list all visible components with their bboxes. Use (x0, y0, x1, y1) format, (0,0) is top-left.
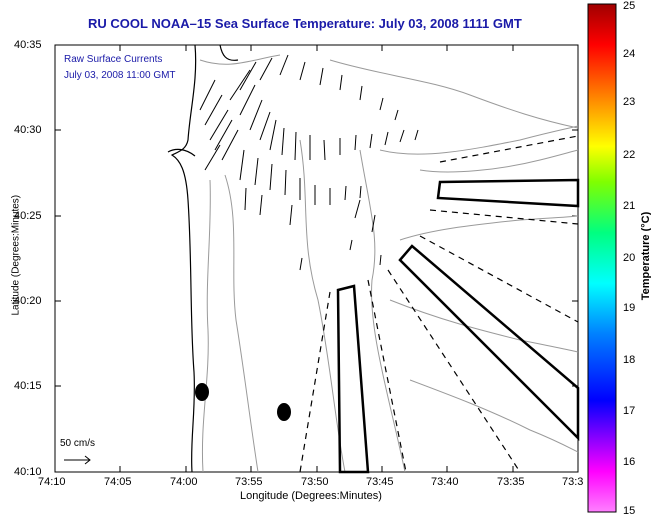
x-tick-label: 73:35 (497, 476, 525, 488)
colorbar-tick: 17 (623, 405, 636, 417)
scale-label: 50 cm/s (60, 438, 96, 449)
coastline (167, 44, 239, 473)
colorbar-tick: 20 (623, 252, 636, 264)
x-tick-label: 73:45 (366, 476, 394, 488)
colorbar-tick: 19 (623, 302, 636, 314)
survey-lines (336, 178, 580, 474)
colorbar-tick: 24 (623, 48, 636, 60)
colorbar-tick: 22 (623, 149, 636, 161)
y-tick-label: 40:35 (14, 39, 42, 51)
x-tick-label: 73:40 (431, 476, 459, 488)
colorbar-tick: 16 (623, 456, 636, 468)
colorbar-title: Temperature (°C) (640, 211, 651, 301)
mooring-marker (195, 383, 209, 401)
x-tick-label: 73:55 (235, 476, 263, 488)
colorbar-tick: 25 (623, 0, 636, 12)
y-tick-label: 40:15 (14, 380, 42, 392)
x-tick-label: 74:10 (38, 476, 66, 488)
bathymetry-contours (199, 54, 579, 473)
x-tick-label: 73:50 (301, 476, 329, 488)
scale-arrow (64, 455, 91, 465)
colorbar (587, 3, 617, 513)
colorbar-tick: 21 (623, 200, 636, 212)
current-vectors (199, 54, 419, 271)
x-tick-label: 74:00 (170, 476, 198, 488)
y-axis-title: Latitude (Degrees:Minutes) (10, 194, 22, 316)
colorbar-tick: 18 (623, 354, 636, 366)
y-tick-label: 40:30 (14, 124, 42, 136)
colorbar-tick: 15 (623, 505, 636, 517)
y-tick-label: 40:10 (14, 466, 42, 478)
legend-line-1: Raw Surface Currents (64, 54, 163, 65)
x-axis-title: Longitude (Degrees:Minutes) (240, 490, 382, 502)
y-tick-label: 40:20 (14, 295, 42, 307)
colorbar-tick: 23 (623, 96, 636, 108)
mooring-marker (277, 403, 291, 421)
plot-frame (54, 44, 579, 473)
dashed-transects (299, 135, 579, 473)
x-tick-label: 74:05 (104, 476, 132, 488)
legend-line-2: July 03, 2008 11:00 GMT (64, 70, 176, 81)
x-tick-label: 73:3 (562, 476, 584, 488)
y-tick-label: 40:25 (14, 210, 42, 222)
